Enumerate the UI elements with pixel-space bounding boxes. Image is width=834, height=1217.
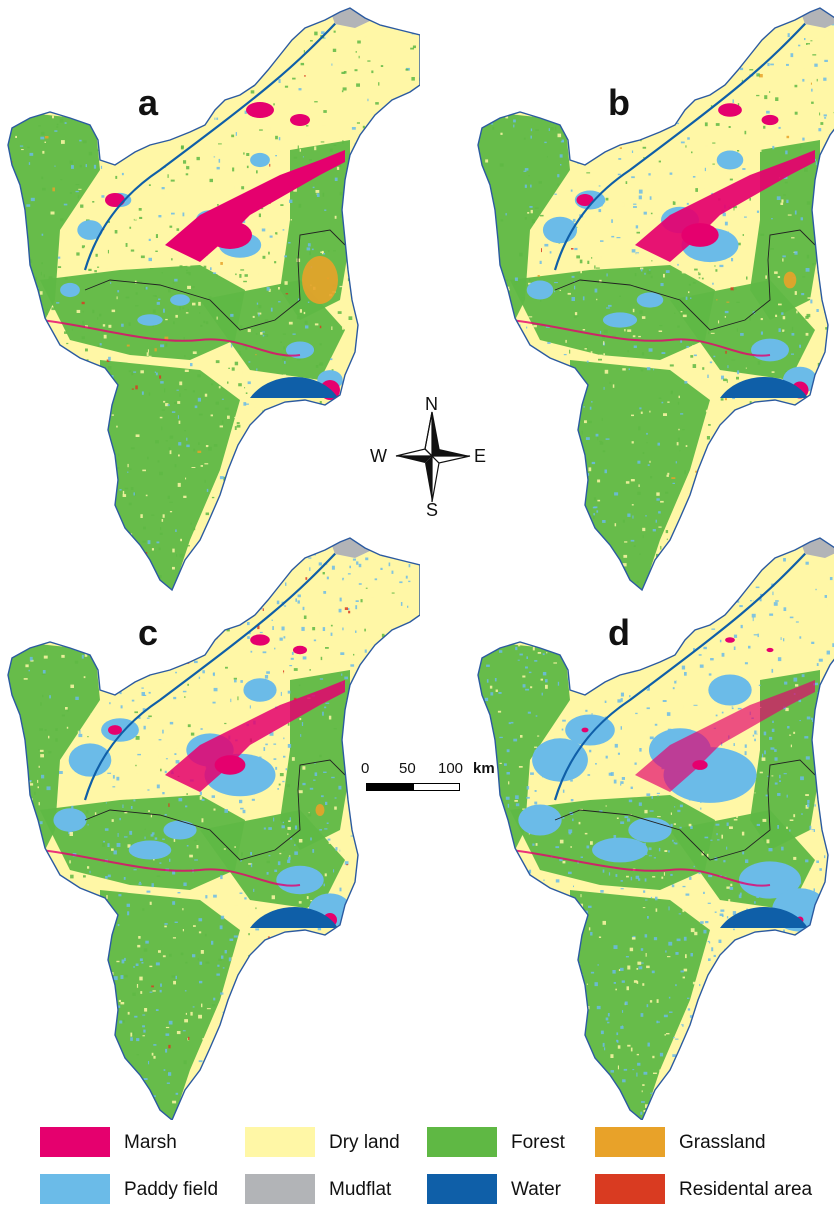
compass-west-label: W [370, 446, 387, 466]
region-boundary [477, 537, 834, 1120]
scale-unit-label: km [473, 760, 495, 777]
scale-tick-label: 100 [438, 760, 464, 777]
compass-south-label: S [426, 500, 439, 520]
legend-label: Marsh [124, 1132, 177, 1153]
scale-tick-label: 0 [361, 760, 370, 777]
scale-segment-black [366, 783, 414, 791]
landuse-map [8, 538, 420, 1120]
legend-label: Forest [511, 1132, 565, 1153]
region-boundary [7, 537, 420, 1120]
legend-swatch [427, 1174, 497, 1204]
legend-label: Paddy field [124, 1179, 219, 1200]
map-panel-c: c [0, 530, 420, 1120]
panel-label: b [608, 82, 630, 123]
legend-label: Water [511, 1179, 561, 1200]
panel-label: c [138, 612, 159, 653]
legend-swatch [40, 1127, 110, 1157]
legend-label: Residental area [679, 1179, 813, 1200]
landuse-map [478, 538, 834, 1120]
scale-bar: 0 50 100 km [350, 760, 530, 800]
region-boundary [7, 7, 420, 592]
legend-label: Dry land [329, 1132, 400, 1153]
compass-north-label: N [425, 394, 438, 414]
legend-swatch [427, 1127, 497, 1157]
panel-label: a [138, 82, 159, 123]
north-arrow-compass: N S W E [360, 392, 500, 522]
legend-label: Mudflat [329, 1179, 392, 1200]
map-panel-d: d [470, 530, 834, 1120]
legend-swatch [40, 1174, 110, 1204]
scale-tick-label: 50 [399, 760, 416, 777]
region-boundary [477, 7, 834, 592]
landuse-map [478, 8, 834, 590]
legend-swatch [245, 1174, 315, 1204]
compass-star-icon [395, 411, 471, 503]
legend-swatch [595, 1174, 665, 1204]
map-panel-a: a [0, 0, 420, 610]
map-panel-b: b [470, 0, 834, 610]
legend-swatch [245, 1127, 315, 1157]
legend-label: Grassland [679, 1132, 766, 1153]
legend: Marsh Dry land Forest Grassland Paddy fi… [40, 1123, 830, 1213]
compass-east-label: E [474, 446, 487, 466]
landuse-map [8, 8, 420, 590]
panel-label: d [608, 612, 630, 653]
legend-swatch [595, 1127, 665, 1157]
scale-segment-white [413, 783, 460, 791]
